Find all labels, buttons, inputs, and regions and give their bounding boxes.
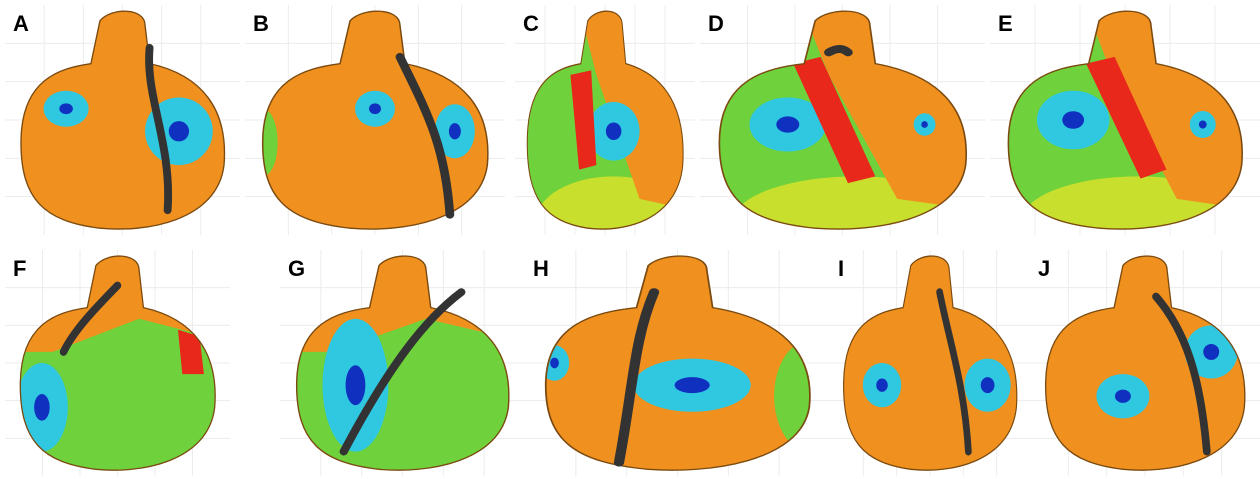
- panel-label: D: [708, 11, 724, 36]
- panel: F: [5, 250, 230, 476]
- dark-blue-core: [675, 377, 710, 393]
- figure: A B C D E F G H I J: [0, 0, 1260, 479]
- panel: D: [700, 5, 985, 267]
- panel: G: [280, 250, 525, 476]
- heart-model: [248, 11, 488, 229]
- dark-blue-core: [1062, 111, 1084, 129]
- panel: J: [1030, 250, 1260, 476]
- panel-label: J: [1038, 256, 1050, 281]
- dark-blue-core: [606, 122, 622, 140]
- dark-blue-core: [449, 123, 461, 139]
- dark-blue-core: [346, 365, 366, 405]
- heart-model: [527, 7, 691, 266]
- surface-patches: [733, 7, 979, 266]
- panel: A: [5, 5, 240, 235]
- panel-label: C: [523, 11, 539, 36]
- heart-model: [1008, 7, 1254, 266]
- dark-blue-core: [921, 121, 928, 128]
- dark-blue-core: [1115, 390, 1131, 403]
- surface-patches: [1021, 7, 1254, 266]
- panel-label: I: [838, 256, 844, 281]
- panel-label: B: [253, 11, 269, 36]
- dark-blue-core: [550, 358, 559, 369]
- heart-model: [719, 7, 979, 266]
- dark-blue-core: [169, 121, 189, 141]
- panel-label: H: [533, 256, 549, 281]
- dark-blue-core: [369, 103, 381, 114]
- heart-model: [21, 11, 225, 229]
- dark-blue-core: [876, 379, 888, 392]
- dark-blue-core: [1199, 120, 1207, 128]
- heart-model: [285, 252, 520, 470]
- panel-label: A: [13, 11, 29, 36]
- panel: C: [515, 5, 695, 267]
- catheter-line: [829, 49, 848, 52]
- dark-blue-core: [34, 394, 50, 421]
- heart-model: [10, 252, 226, 470]
- panel: E: [990, 5, 1260, 267]
- panel: I: [830, 250, 1030, 476]
- heart-model: [1046, 256, 1245, 470]
- dark-blue-core: [1203, 344, 1219, 360]
- panel-label: G: [288, 256, 305, 281]
- heart-model: [844, 256, 1017, 470]
- red-region: [178, 330, 204, 374]
- dark-blue-core: [776, 116, 799, 132]
- dark-blue-core: [59, 103, 73, 114]
- panel: B: [245, 5, 505, 235]
- panel-label: E: [998, 11, 1013, 36]
- dark-blue-core: [981, 377, 995, 393]
- panel: H: [525, 250, 844, 476]
- panel-label: F: [13, 256, 26, 281]
